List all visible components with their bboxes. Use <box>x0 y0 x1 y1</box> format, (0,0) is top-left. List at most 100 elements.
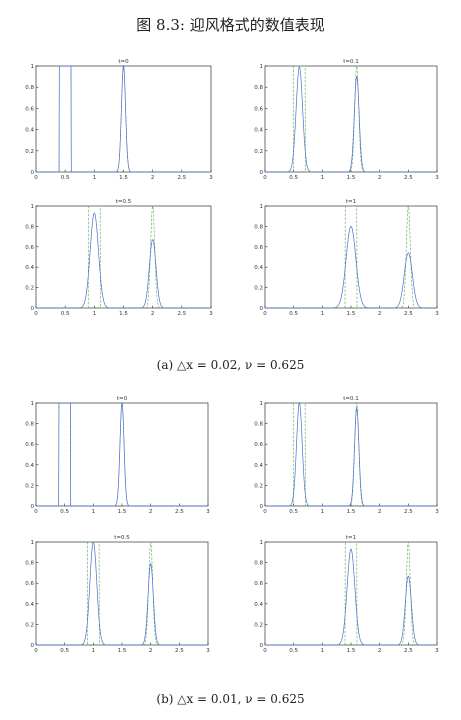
x-tick-label: 1 <box>321 311 325 317</box>
x-tick-label: 2.5 <box>404 648 413 654</box>
plot-frame <box>35 65 212 173</box>
numerical-solution-line <box>36 64 211 173</box>
exact-solution-line <box>36 64 211 173</box>
x-tick-label: 1 <box>321 175 325 181</box>
y-tick-label: 0 <box>31 170 35 176</box>
x-tick-label: 3 <box>435 311 439 317</box>
y-tick-label: 1 <box>31 204 35 210</box>
chart-title: t=0 <box>117 396 128 402</box>
x-tick-label: 1.5 <box>118 509 127 515</box>
numerical-solution-line <box>36 541 208 646</box>
exact-solution-line <box>36 401 208 507</box>
x-tick-label: 0.5 <box>61 311 70 317</box>
y-tick-label: 0.4 <box>254 128 263 134</box>
y-tick-label: 1 <box>31 64 35 70</box>
x-tick-label: 2.5 <box>175 648 184 654</box>
y-tick-label: 1 <box>31 401 35 407</box>
figure-title: 图 8.3: 迎风格式的数值表现 <box>136 16 325 34</box>
x-tick-label: 1.5 <box>118 648 127 654</box>
x-tick-label: 1 <box>92 648 96 654</box>
y-tick-label: 0.4 <box>25 265 34 271</box>
x-tick-label: 2.5 <box>404 311 413 317</box>
chart-title: t=0 <box>118 59 129 65</box>
x-tick-label: 1 <box>93 175 97 181</box>
y-tick-label: 1 <box>260 540 264 546</box>
x-tick-label: 0.5 <box>60 648 69 654</box>
plot-frame <box>35 402 209 507</box>
x-tick-label: 0 <box>263 175 267 181</box>
x-tick-label: 2 <box>151 311 155 317</box>
chart-b-t0.5: t=0.5 0 0.5 1 1.5 2 2.5 3 0 0.2 0.4 0.6 0.8 1 <box>25 535 210 654</box>
chart-title: t=0.1 <box>343 396 359 402</box>
chart-b-t0: t=0 0 0.5 1 1.5 2 2.5 3 0 0.2 0.4 0.6 0.8 1 <box>25 396 210 515</box>
chart-a-t0.5: t=0.5 0 0.5 1 1.5 2 2.5 3 0 0.2 0.4 0.6 0.8 1 <box>25 199 213 317</box>
caption-a: (a) △x = 0.02, ν = 0.625 <box>156 358 305 372</box>
y-tick-label: 0 <box>260 504 264 510</box>
y-tick-label: 1 <box>31 540 35 546</box>
y-tick-label: 0.4 <box>25 128 34 134</box>
x-tick-label: 3 <box>435 648 439 654</box>
x-tick-label: 1.5 <box>119 175 128 181</box>
chart-title: t=0.5 <box>116 199 132 205</box>
chart-b-t1: t=1 0 0.5 1 1.5 2 2.5 3 0 0.2 0.4 0.6 0.8 1 <box>254 535 439 654</box>
y-tick-label: 0.2 <box>254 622 263 628</box>
x-tick-label: 2 <box>378 311 382 317</box>
chart-a-t0.1: t=0.1 0 0.5 1 1.5 2 2.5 3 0 0.2 0.4 0.6 0.8 1 <box>254 59 439 181</box>
plot-frame <box>35 541 209 646</box>
x-tick-label: 1.5 <box>347 648 356 654</box>
x-tick-label: 0 <box>263 648 267 654</box>
chart-a-t1: t=1 0 0.5 1 1.5 2 2.5 3 0 0.2 0.4 0.6 0.8 1 <box>254 199 439 317</box>
x-tick-label: 2 <box>378 175 382 181</box>
x-tick-label: 0 <box>34 509 38 515</box>
y-tick-label: 0.8 <box>254 422 263 428</box>
exact-solution-line <box>265 540 437 646</box>
numerical-solution-line <box>36 212 211 309</box>
exact-solution-line <box>265 204 437 309</box>
y-tick-label: 0.2 <box>25 483 34 489</box>
x-tick-label: 2.5 <box>404 509 413 515</box>
y-tick-label: 0.2 <box>254 286 263 292</box>
x-tick-label: 0 <box>263 509 267 515</box>
y-tick-label: 0.8 <box>25 561 34 567</box>
y-tick-label: 0.8 <box>254 85 263 91</box>
chart-title: t=0.5 <box>114 535 130 541</box>
exact-solution-line <box>36 540 208 646</box>
x-tick-label: 0.5 <box>289 648 298 654</box>
x-tick-label: 3 <box>209 311 213 317</box>
y-tick-label: 0.4 <box>25 602 34 608</box>
x-tick-label: 2.5 <box>175 509 184 515</box>
exact-solution-line <box>36 204 211 309</box>
y-tick-label: 0.8 <box>25 85 34 91</box>
y-tick-label: 1 <box>260 401 264 407</box>
chart-title: t=0.1 <box>343 59 359 65</box>
y-tick-label: 0.6 <box>254 245 263 251</box>
y-tick-label: 0.6 <box>254 581 263 587</box>
x-tick-label: 0 <box>34 175 38 181</box>
y-tick-label: 0 <box>260 643 264 649</box>
x-tick-label: 2 <box>149 509 153 515</box>
numerical-solution-line <box>265 66 437 173</box>
x-tick-label: 3 <box>435 509 439 515</box>
plot-frame <box>264 541 438 646</box>
x-tick-label: 0 <box>263 311 267 317</box>
numerical-solution-line <box>36 401 208 507</box>
x-tick-label: 2.5 <box>404 175 413 181</box>
caption-b: (b) △x = 0.01, ν = 0.625 <box>156 692 305 706</box>
x-tick-label: 0.5 <box>61 175 70 181</box>
x-tick-label: 1 <box>321 509 325 515</box>
y-tick-label: 0.4 <box>25 463 34 469</box>
x-tick-label: 2 <box>149 648 153 654</box>
y-tick-label: 0.4 <box>254 265 263 271</box>
y-tick-label: 0.4 <box>254 602 263 608</box>
x-tick-label: 3 <box>435 175 439 181</box>
x-tick-label: 1.5 <box>347 175 356 181</box>
y-tick-label: 0.2 <box>25 622 34 628</box>
plot-frame <box>264 402 438 507</box>
x-tick-label: 0 <box>34 311 38 317</box>
y-tick-label: 0 <box>31 643 35 649</box>
y-tick-label: 0 <box>260 306 264 312</box>
chart-title: t=1 <box>346 199 356 205</box>
y-tick-label: 0.8 <box>254 561 263 567</box>
plot-frame <box>264 65 438 173</box>
y-tick-label: 0 <box>260 170 264 176</box>
